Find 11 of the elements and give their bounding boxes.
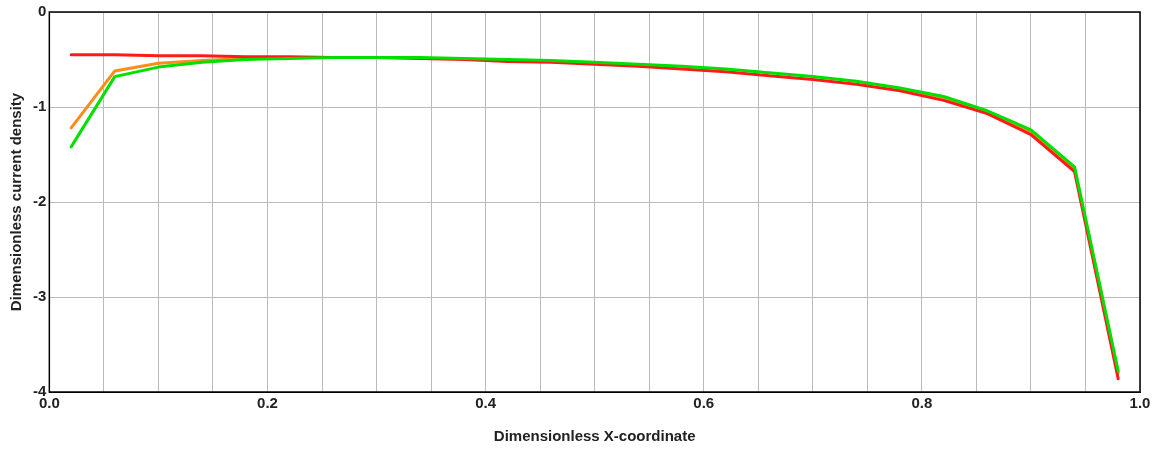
x-tick-label: 0.4 bbox=[475, 394, 497, 412]
x-axis-title: Dimensionless X-coordinate bbox=[493, 427, 696, 445]
y-tick-label: -2 bbox=[32, 192, 47, 210]
y-tick-label: -1 bbox=[32, 97, 47, 115]
y-axis-title: Dimensionless current density bbox=[7, 92, 25, 312]
x-tick-label: 0.6 bbox=[693, 394, 715, 412]
x-tick-label: 0.8 bbox=[911, 394, 933, 412]
x-tick-label: 0.2 bbox=[257, 394, 278, 412]
x-tick-label: 1.0 bbox=[1129, 394, 1151, 412]
y-tick-label: 0 bbox=[37, 2, 47, 20]
y-tick-label: -3 bbox=[32, 287, 47, 305]
